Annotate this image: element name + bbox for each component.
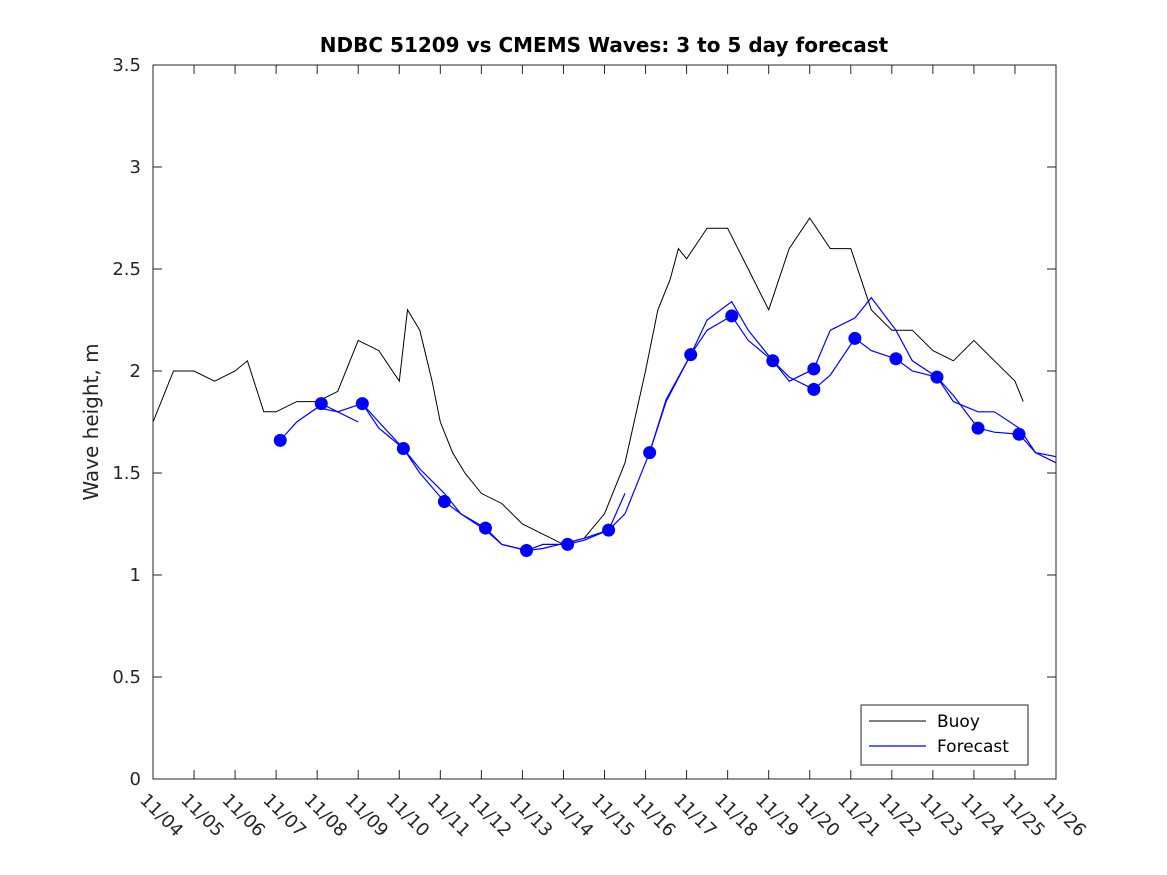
forecast-marker	[807, 382, 821, 396]
forecast-marker	[314, 397, 328, 411]
forecast-marker	[478, 521, 492, 535]
y-tick-label: 3	[130, 157, 141, 178]
y-tick-label: 2.5	[112, 259, 141, 280]
forecast-line	[649, 296, 1057, 464]
y-tick-label: 0.5	[112, 667, 141, 688]
forecast-marker	[930, 370, 944, 384]
y-tick-label: 1	[130, 565, 141, 586]
y-tick-labels: 0 0.5 1 1.5 2 2.5 3 3.5	[112, 55, 141, 790]
legend-entry-buoy: Buoy	[937, 712, 980, 732]
forecast-marker	[643, 446, 657, 460]
forecast-marker	[561, 537, 575, 551]
forecast-marker	[766, 354, 780, 368]
legend: Buoy Forecast	[860, 704, 1029, 766]
forecast-marker	[971, 421, 985, 435]
legend-box	[860, 704, 1029, 766]
forecast-marker	[602, 523, 616, 537]
y-tick-label: 3.5	[112, 55, 141, 76]
forecast-markers	[273, 309, 1026, 558]
legend-entry-forecast: Forecast	[937, 737, 1009, 757]
plot-area	[153, 65, 1056, 779]
forecast-marker	[520, 544, 534, 558]
axis-ticks	[152, 64, 1057, 780]
forecast-marker	[848, 331, 862, 345]
forecast-marker	[355, 397, 369, 411]
y-tick-label: 1.5	[112, 463, 141, 484]
chart-title: NDBC 51209 vs CMEMS Waves: 3 to 5 day fo…	[320, 33, 889, 57]
axes-box	[152, 64, 1057, 780]
forecast-marker	[807, 362, 821, 376]
y-tick-label: 0	[130, 769, 141, 790]
forecast-marker	[273, 433, 287, 447]
forecast-marker	[684, 348, 698, 362]
forecast-marker	[889, 352, 903, 366]
forecast-marker	[437, 495, 451, 509]
forecast-marker	[725, 309, 739, 323]
y-tick-label: 2	[130, 361, 141, 382]
forecast-marker	[396, 442, 410, 456]
y-axis-label: Wave height, m	[79, 343, 103, 500]
forecast-marker	[1012, 427, 1026, 441]
